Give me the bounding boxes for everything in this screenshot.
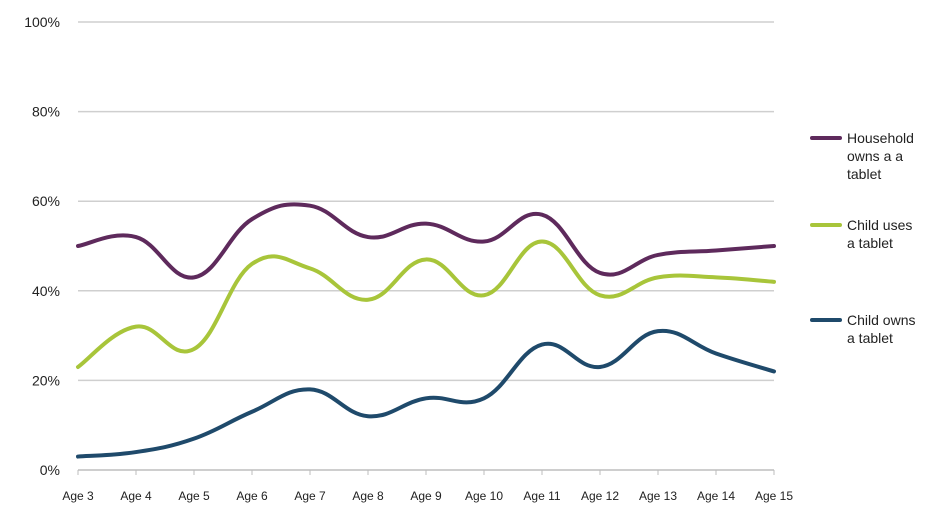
grid-layer (78, 21, 774, 471)
x-axis-ticks: Age 3 Age 4 Age 5 Age 6 Age 7 Age 8 Age 9 Age 1… (62, 470, 793, 503)
legend-label: a tablet (847, 235, 893, 251)
x-tick-label: Age 11 (523, 489, 560, 503)
y-tick-label: 0% (40, 462, 60, 478)
legend-label: owns a a (847, 148, 903, 164)
legend-label: Household (847, 130, 914, 146)
x-tick-label: Age 12 (581, 489, 619, 503)
x-tick-label: Age 14 (697, 489, 735, 503)
x-tick-label: Age 8 (352, 489, 384, 503)
legend: Household owns a a tablet Child uses a table… (810, 130, 915, 346)
x-tick-label: Age 3 (62, 489, 94, 503)
x-tick-label: Age 7 (294, 489, 326, 503)
legend-label: Child owns (847, 312, 915, 328)
y-tick-label: 40% (32, 283, 60, 299)
legend-label: tablet (847, 166, 881, 182)
series-line (76, 239, 776, 369)
legend-label: a tablet (847, 330, 893, 346)
series-line (76, 202, 776, 280)
y-tick-label: 100% (24, 14, 60, 30)
y-tick-label: 80% (32, 104, 60, 120)
y-tick-label: 20% (32, 372, 60, 388)
x-tick-label: Age 4 (120, 489, 152, 503)
x-tick-label: Age 5 (178, 489, 210, 503)
y-axis-ticks: 0% 20% 40% 60% 80% 100% (24, 14, 60, 478)
x-tick-label: Age 15 (755, 489, 793, 503)
x-tick-label: Age 9 (410, 489, 442, 503)
x-tick-label: Age 10 (465, 489, 503, 503)
x-tick-label: Age 13 (639, 489, 677, 503)
series-layer (76, 202, 776, 459)
x-tick-label: Age 6 (236, 489, 268, 503)
legend-label: Child uses (847, 217, 912, 233)
y-tick-label: 60% (32, 193, 60, 209)
